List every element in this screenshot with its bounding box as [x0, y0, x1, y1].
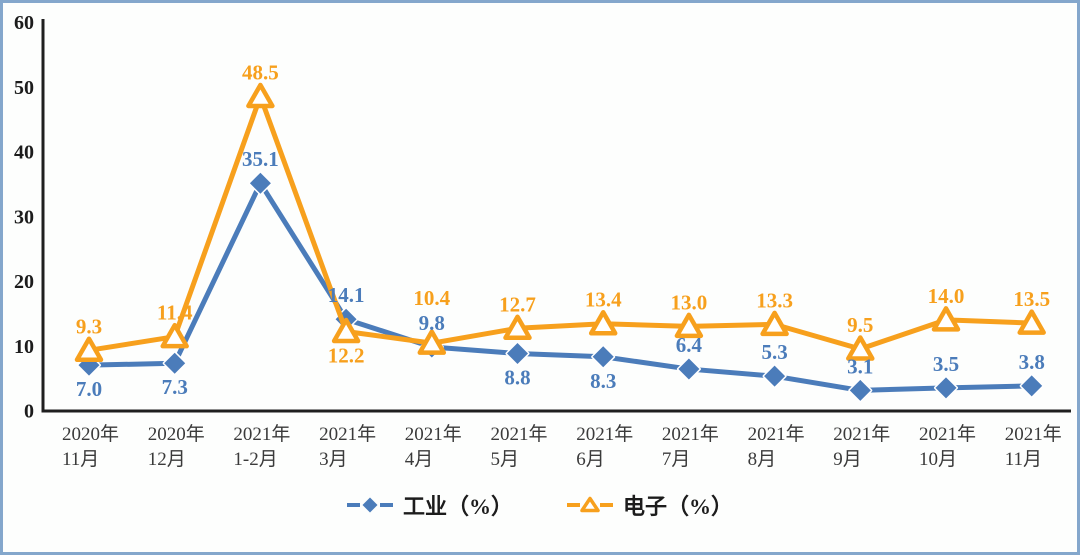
chart-legend: 工业（%） 电子（%） — [3, 489, 1077, 521]
industry-value-label: 14.1 — [328, 283, 365, 307]
industry-value-label: 35.1 — [242, 147, 279, 171]
x-category-label: 2021年 7月 — [662, 423, 719, 470]
y-tick-label: 40 — [14, 142, 34, 164]
triangle-data-point-marker — [760, 310, 789, 337]
electronics-triangle-marker-icon — [567, 496, 613, 513]
x-category-label: 2021年 4月 — [405, 423, 462, 470]
diamond-data-point-marker — [591, 344, 616, 369]
triangle-data-point-marker — [160, 322, 189, 349]
y-tick-label: 50 — [14, 77, 34, 99]
x-category-label: 2020年 11月 — [62, 423, 119, 470]
diamond-data-point-marker — [162, 351, 187, 376]
y-tick-label: 30 — [14, 206, 34, 228]
diamond-data-point-marker — [762, 364, 787, 389]
electronics-value-label: 12.2 — [328, 344, 365, 368]
x-category-label: 2021年 11月 — [1005, 423, 1062, 470]
triangle-data-point-marker — [674, 312, 704, 339]
industry-value-label: 9.8 — [419, 311, 445, 335]
x-category-label: 2020年 12月 — [148, 423, 205, 470]
x-category-label: 2021年 10月 — [919, 423, 976, 470]
industry-value-label: 7.0 — [76, 377, 102, 401]
legend-label-electronics: 电子（%） — [623, 494, 734, 519]
diamond-data-point-marker — [848, 378, 873, 403]
electronics-value-label: 13.0 — [671, 290, 708, 314]
electronics-value-label: 13.3 — [756, 288, 793, 312]
electronics-value-label: 14.0 — [928, 284, 965, 308]
x-axis-category-labels: 2020年 11月 2020年 12月 2021年 1-2月 2021年 3月 2021年 4月 2… — [62, 423, 1062, 470]
x-category-label: 2021年 9月 — [833, 423, 890, 470]
industry-value-label: 3.8 — [1019, 350, 1045, 374]
triangle-data-point-marker — [846, 335, 875, 361]
industry-diamond-marker-icon — [346, 497, 393, 513]
diamond-data-point-marker — [934, 375, 958, 400]
x-category-label: 2021年 3月 — [319, 423, 376, 470]
triangle-data-point-marker — [331, 317, 361, 344]
industry-data-labels: 7.0 7.3 35.1 14.1 9.8 8.8 8.3 6.4 5.3 3.1 3.5 3.8 — [76, 147, 1045, 401]
y-axis-tick-labels: 0 10 20 30 40 50 60 — [14, 12, 34, 423]
x-category-label: 2021年 5月 — [491, 423, 548, 470]
diamond-data-point-marker — [1019, 373, 1044, 398]
electronics-value-label: 13.5 — [1013, 287, 1050, 311]
axes — [41, 19, 1071, 413]
electronics-series — [74, 82, 1046, 363]
y-tick-label: 60 — [14, 12, 34, 34]
x-category-label: 2021年 1-2月 — [233, 423, 290, 470]
triangle-data-point-marker — [417, 329, 447, 355]
electronics-data-labels: 9.3 11.4 48.5 12.2 10.4 12.7 13.4 13.0 13.3 9.5 14… — [76, 60, 1050, 367]
industry-value-label: 8.3 — [590, 369, 616, 393]
x-category-label: 2021年 8月 — [748, 423, 805, 470]
diamond-data-point-marker — [248, 171, 273, 196]
industry-value-label: 5.3 — [761, 340, 787, 364]
legend-item-electronics: 电子（%） — [567, 489, 733, 521]
legend-item-industry: 工业（%） — [346, 489, 513, 521]
x-category-label: 2021年 6月 — [576, 423, 633, 470]
electronics-value-label: 9.3 — [76, 314, 102, 338]
y-tick-label: 10 — [14, 336, 34, 358]
electronics-value-label: 10.4 — [413, 286, 450, 310]
diamond-data-point-marker — [676, 357, 701, 382]
electronics-value-label: 48.5 — [242, 60, 279, 84]
electronics-value-label: 11.4 — [157, 301, 193, 325]
legend-label-industry: 工业（%） — [402, 494, 513, 519]
industry-value-label: 7.3 — [162, 375, 188, 399]
y-tick-label: 0 — [24, 401, 34, 423]
y-tick-label: 20 — [14, 271, 34, 293]
triangle-data-point-marker — [931, 306, 961, 332]
diamond-data-point-marker — [505, 341, 530, 366]
electronics-value-label: 13.4 — [585, 288, 622, 312]
triangle-data-point-marker — [588, 309, 618, 336]
electronics-value-label: 12.7 — [499, 292, 536, 316]
triangle-data-point-marker — [503, 314, 532, 341]
electronics-series-line — [86, 93, 1035, 353]
triangle-data-point-marker — [246, 82, 275, 109]
electronics-value-label: 9.5 — [847, 313, 873, 337]
industry-value-label: 6.4 — [676, 333, 703, 357]
industry-value-label: 8.8 — [504, 366, 530, 390]
triangle-data-point-marker — [1017, 309, 1046, 335]
industry-series-line — [86, 180, 1035, 393]
triangle-data-point-marker — [74, 336, 104, 363]
industry-value-label: 3.1 — [847, 354, 873, 378]
industry-value-label: 3.5 — [933, 352, 959, 376]
